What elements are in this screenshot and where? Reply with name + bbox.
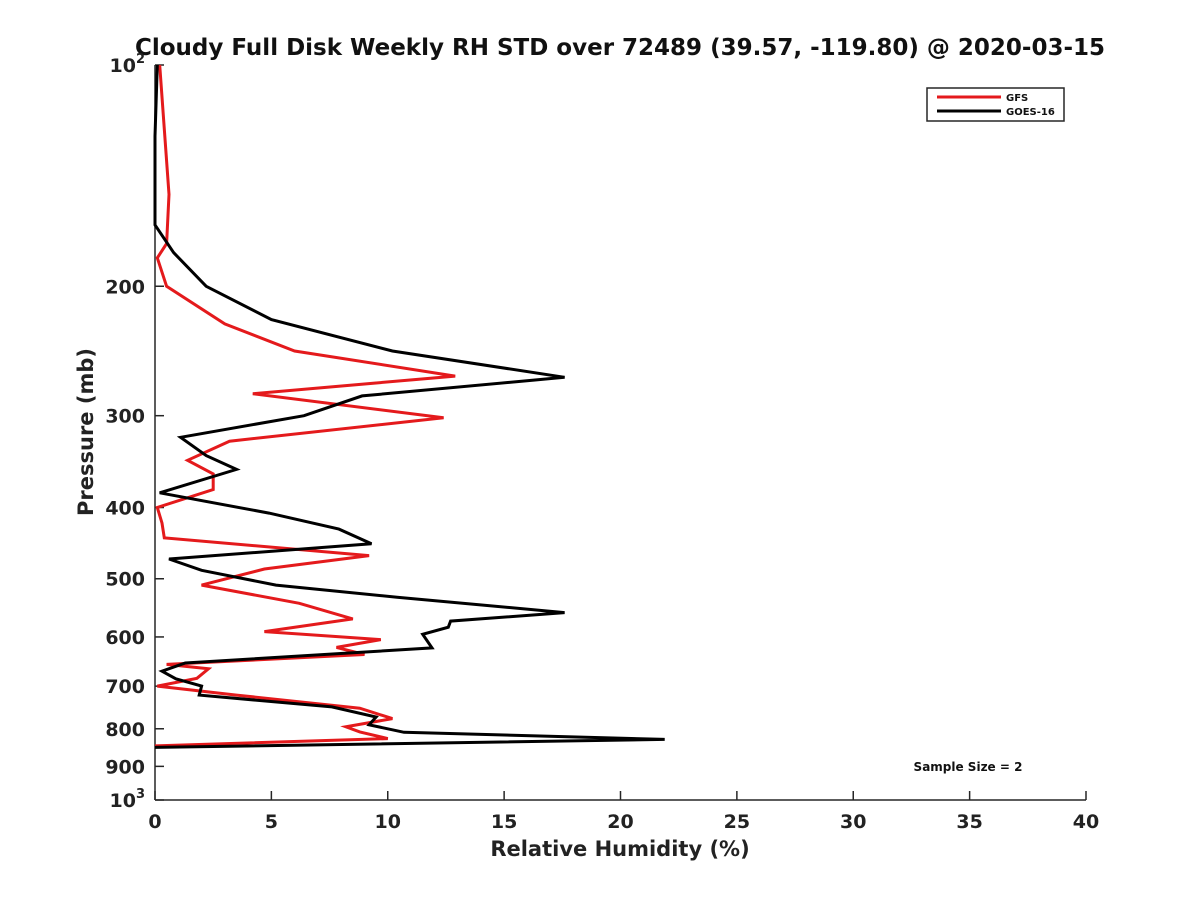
legend-label: GFS [1006,93,1028,104]
y-tick-label: 700 [105,676,145,698]
chart-title: Cloudy Full Disk Weekly RH STD over 7248… [135,35,1105,61]
sample-size-annotation: Sample Size = 2 [914,760,1023,774]
y-tick-label: 300 [105,406,145,428]
series-group [153,64,665,749]
y-tick-label: 400 [105,498,145,520]
x-tick-label: 20 [607,811,633,833]
x-tick-label: 0 [148,811,161,833]
y-axis-label: Pressure (mb) [74,348,98,516]
x-tick-label: 40 [1073,811,1099,833]
x-axis-ticks: 0 5 10 15 20 25 30 35 40 [148,791,1099,833]
y-tick-label: 102 [110,52,146,77]
x-tick-label: 30 [840,811,866,833]
x-tick-label: 25 [724,811,750,833]
x-tick-label: 5 [265,811,278,833]
y-tick-label: 900 [105,756,145,778]
x-tick-label: 35 [956,811,982,833]
y-tick-label: 500 [105,569,145,591]
y-tick-label: 800 [105,719,145,741]
x-axis-label: Relative Humidity (%) [490,837,749,861]
y-tick-label: 600 [105,627,145,649]
x-tick-label: 10 [375,811,401,833]
x-tick-label: 15 [491,811,517,833]
series-line-goes-16 [153,64,665,749]
series-line-gfs [154,64,456,748]
legend-box [926,87,1065,122]
legend: GFS GOES-16 [926,87,1065,122]
y-axis-ticks: 102 200 300 400 500 600 700 800 900 103 [105,52,164,812]
y-tick-label: 103 [110,787,146,812]
legend-label: GOES-16 [1006,107,1055,118]
y-tick-label: 200 [105,276,145,298]
